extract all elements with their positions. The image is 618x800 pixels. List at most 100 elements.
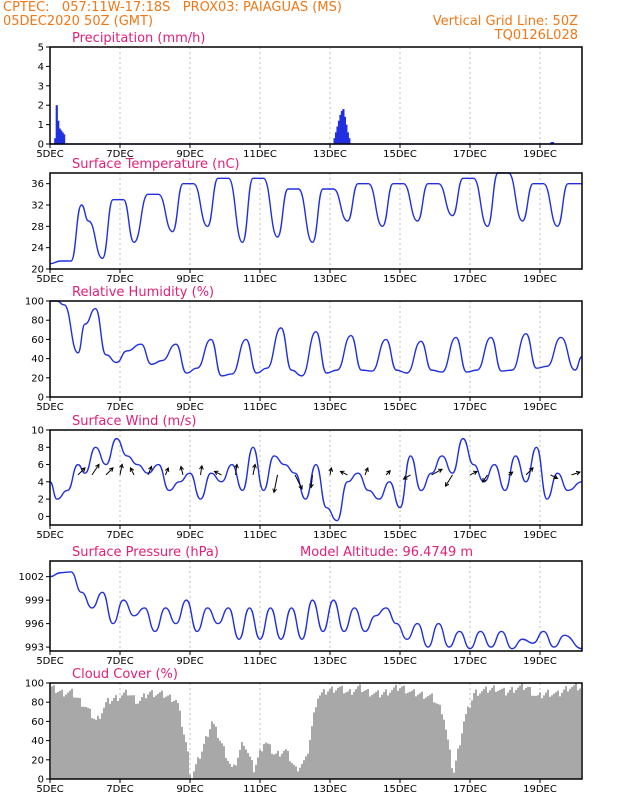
cloud-bar — [205, 736, 207, 779]
pres-xtick-label: 15DEC — [383, 656, 417, 667]
cloud-bar — [357, 686, 359, 779]
cloud-bar — [241, 742, 243, 779]
wind-vector — [180, 466, 184, 476]
rh-title: Relative Humidity (%) — [72, 285, 214, 300]
cloud-bar — [475, 689, 477, 779]
cloud-bar — [499, 689, 501, 779]
cloud-bar — [415, 696, 417, 779]
cloud-bar — [511, 686, 513, 779]
cloud-bar — [85, 707, 87, 779]
wind-vector-head — [529, 467, 534, 472]
cloud-bar — [491, 687, 493, 779]
cloud-bar — [335, 690, 337, 779]
cloud-bar — [67, 692, 69, 779]
cloud-bar — [441, 714, 443, 779]
pres-xtick-label: 5DEC — [36, 656, 63, 667]
cloud-bar — [325, 694, 327, 779]
rh-ytick-label: 60 — [31, 335, 44, 346]
wind-xtick-label: 13DEC — [313, 530, 347, 541]
wind-vector — [252, 464, 256, 476]
pres-xtick-label: 9DEC — [176, 656, 203, 667]
temp-ytick-label: 32 — [31, 201, 44, 212]
wind-vector-head — [575, 470, 581, 476]
cloud-bar — [109, 703, 111, 779]
cloud-bar — [505, 695, 507, 779]
cloud-bar — [467, 706, 469, 779]
wind-vector-head — [437, 468, 443, 473]
cloud-bar — [549, 696, 551, 779]
cloud-bar — [287, 750, 289, 779]
cloud-bar — [369, 696, 371, 779]
cloud-bar — [309, 739, 311, 779]
wind-vector — [340, 470, 348, 476]
cloud-bar — [175, 699, 177, 779]
cloud-bar — [571, 687, 573, 779]
cloud-bar — [573, 685, 575, 779]
wind-vector — [310, 474, 313, 488]
cloud-xtick-label: 11DEC — [243, 784, 277, 795]
precip-bar — [54, 138, 57, 144]
cloud-bar — [425, 697, 427, 779]
cloud-bar — [77, 697, 79, 779]
cloud-bar — [365, 690, 367, 779]
cloud-bar — [215, 726, 217, 779]
cloud-bar — [75, 697, 77, 779]
cloud-bar — [513, 692, 515, 779]
cloud-bar — [145, 698, 147, 779]
cloud-xtick-label: 5DEC — [36, 784, 63, 795]
temp-xtick-label: 17DEC — [453, 274, 487, 285]
cloud-bar — [469, 707, 471, 779]
cloud-bar — [353, 692, 355, 779]
cloud-bar — [405, 693, 407, 779]
cloud-bar — [111, 700, 113, 779]
cloud-bar — [273, 754, 275, 779]
wind-ytick-label: 2 — [38, 495, 44, 506]
cloud-bar — [157, 693, 159, 779]
cloud-bar — [281, 753, 283, 779]
cloud-bar — [123, 692, 125, 779]
cloud-bar — [431, 693, 433, 779]
wind-vector-head — [339, 470, 345, 475]
wind-vector-head — [119, 463, 124, 469]
temp-title: Surface Temperature (nC) — [72, 157, 240, 172]
precip-xtick-label: 11DEC — [243, 149, 277, 160]
cloud-title: Cloud Cover (%) — [72, 667, 178, 682]
cloud-ytick-label: 80 — [31, 698, 44, 709]
cloud-bar — [257, 757, 259, 779]
wind-vector — [165, 467, 169, 476]
temp-xtick-label: 7DEC — [106, 274, 133, 285]
wind-vector — [77, 467, 86, 476]
cloud-bar — [295, 766, 297, 779]
cloud-bar — [395, 684, 397, 779]
temp-xtick-label: 15DEC — [383, 274, 417, 285]
wind-vector — [105, 467, 114, 476]
wind-xtick-label: 5DEC — [36, 530, 63, 541]
cloud-bar — [557, 690, 559, 779]
cloud-bar — [203, 743, 205, 779]
wind-xtick-label: 9DEC — [176, 530, 203, 541]
temp-frame — [49, 172, 583, 270]
cloud-bar — [409, 691, 411, 779]
cloud-bar — [165, 696, 167, 779]
cloud-bar — [439, 704, 441, 779]
cloud-bar — [411, 690, 413, 779]
wind-ytick-label: 8 — [38, 443, 44, 454]
precip-bar — [60, 130, 63, 144]
cloud-bar — [233, 764, 235, 779]
cloud-bar — [141, 697, 143, 779]
cloud-bar — [381, 694, 383, 779]
cloud-bar — [401, 686, 403, 779]
cloud-bar — [433, 702, 435, 779]
pres-ytick-label: 993 — [25, 643, 44, 654]
rh-ytick-label: 80 — [31, 316, 44, 327]
cloud-bar — [453, 772, 455, 779]
cloud-bar — [503, 687, 505, 779]
cloud-bar — [259, 750, 261, 779]
cloud-bar — [167, 695, 169, 779]
cloud-bar — [211, 721, 213, 779]
cloud-bar — [507, 692, 509, 779]
cloud-bar — [185, 742, 187, 779]
cloud-bar — [293, 764, 295, 779]
wind-vector-head — [199, 464, 204, 470]
wind-ytick-label: 0 — [38, 512, 44, 523]
